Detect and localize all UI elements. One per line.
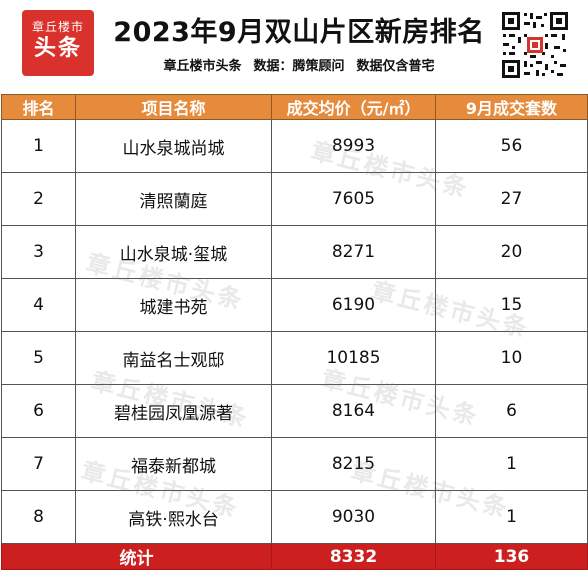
logo-line2: 头条	[33, 36, 82, 61]
project-name-cell: 山水泉城·玺城	[75, 225, 272, 279]
table-row: 3 山水泉城·玺城 8271 20	[1, 225, 588, 279]
project-name-cell: 城建书苑	[75, 278, 272, 332]
project-name-cell: 南益名士观邸	[75, 331, 272, 385]
column-header-units: 9月成交套数	[435, 94, 588, 120]
rank-cell: 8	[1, 490, 76, 544]
rank-cell: 4	[1, 278, 76, 332]
table-row: 1 山水泉城尚城 8993 56	[1, 119, 588, 173]
units-cell: 27	[435, 172, 588, 226]
total-price: 8332	[271, 543, 436, 570]
page-title: 2023年9月双山片区新房排名	[113, 17, 485, 48]
rank-cell: 6	[1, 384, 76, 438]
units-cell: 10	[435, 331, 588, 385]
table-row: 5 南益名士观邸 10185 10	[1, 331, 588, 385]
table-row: 6 碧桂园凤凰源著 8164 6	[1, 384, 588, 438]
units-cell: 20	[435, 225, 588, 279]
units-cell: 15	[435, 278, 588, 332]
rank-cell: 1	[1, 119, 76, 173]
column-header-rank: 排名	[1, 94, 76, 120]
subtitle-vendor: 腾策顾问	[292, 59, 345, 74]
price-cell: 8215	[271, 437, 436, 491]
page-subtitle: 章丘楼市头条 数据：腾策顾问 数据仅含普宅	[104, 58, 494, 76]
price-cell: 8271	[271, 225, 436, 279]
logo-line1: 章丘楼市	[31, 20, 84, 34]
units-cell: 6	[435, 384, 588, 438]
price-cell: 7605	[271, 172, 436, 226]
column-header-project: 项目名称	[75, 94, 272, 120]
rank-cell: 3	[1, 225, 76, 279]
column-header-price: 成交均价（元/㎡）	[271, 94, 436, 120]
table-row: 2 清照蘭庭 7605 27	[1, 172, 588, 226]
project-name-cell: 福泰新都城	[75, 437, 272, 491]
project-name-cell: 山水泉城尚城	[75, 119, 272, 173]
project-name-cell: 高铁·熙水台	[75, 490, 272, 544]
brand-logo: 章丘楼市 头条	[22, 10, 94, 76]
rank-cell: 2	[1, 172, 76, 226]
total-units: 136	[435, 543, 588, 570]
units-cell: 1	[435, 437, 588, 491]
price-cell: 6190	[271, 278, 436, 332]
qr-code-icon	[500, 10, 570, 80]
table-row: 7 福泰新都城 8215 1	[1, 437, 588, 491]
subtitle-source: 章丘楼市头条	[163, 59, 242, 74]
table-row: 4 城建书苑 6190 15	[1, 278, 588, 332]
price-cell: 8993	[271, 119, 436, 173]
price-cell: 10185	[271, 331, 436, 385]
project-name-cell: 清照蘭庭	[75, 172, 272, 226]
subtitle-data-label: 数据：	[253, 59, 293, 74]
header: 章丘楼市 头条 2023年9月双山片区新房排名 章丘楼市头条 数据：腾策顾问 数据仅…	[0, 0, 588, 92]
units-cell: 1	[435, 490, 588, 544]
project-name-cell: 碧桂园凤凰源著	[75, 384, 272, 438]
price-cell: 9030	[271, 490, 436, 544]
total-row: 统计 8332 136	[1, 543, 588, 570]
units-cell: 56	[435, 119, 588, 173]
table-row: 8 高铁·熙水台 9030 1	[1, 490, 588, 544]
total-label: 统计	[1, 543, 272, 570]
price-cell: 8164	[271, 384, 436, 438]
rank-cell: 5	[1, 331, 76, 385]
ranking-table: 排名 项目名称 成交均价（元/㎡） 9月成交套数 1 山水泉城尚城 8993 5…	[1, 94, 588, 570]
table-header-row: 排名 项目名称 成交均价（元/㎡） 9月成交套数	[1, 94, 588, 120]
subtitle-note: 数据仅含普宅	[356, 59, 435, 74]
rank-cell: 7	[1, 437, 76, 491]
